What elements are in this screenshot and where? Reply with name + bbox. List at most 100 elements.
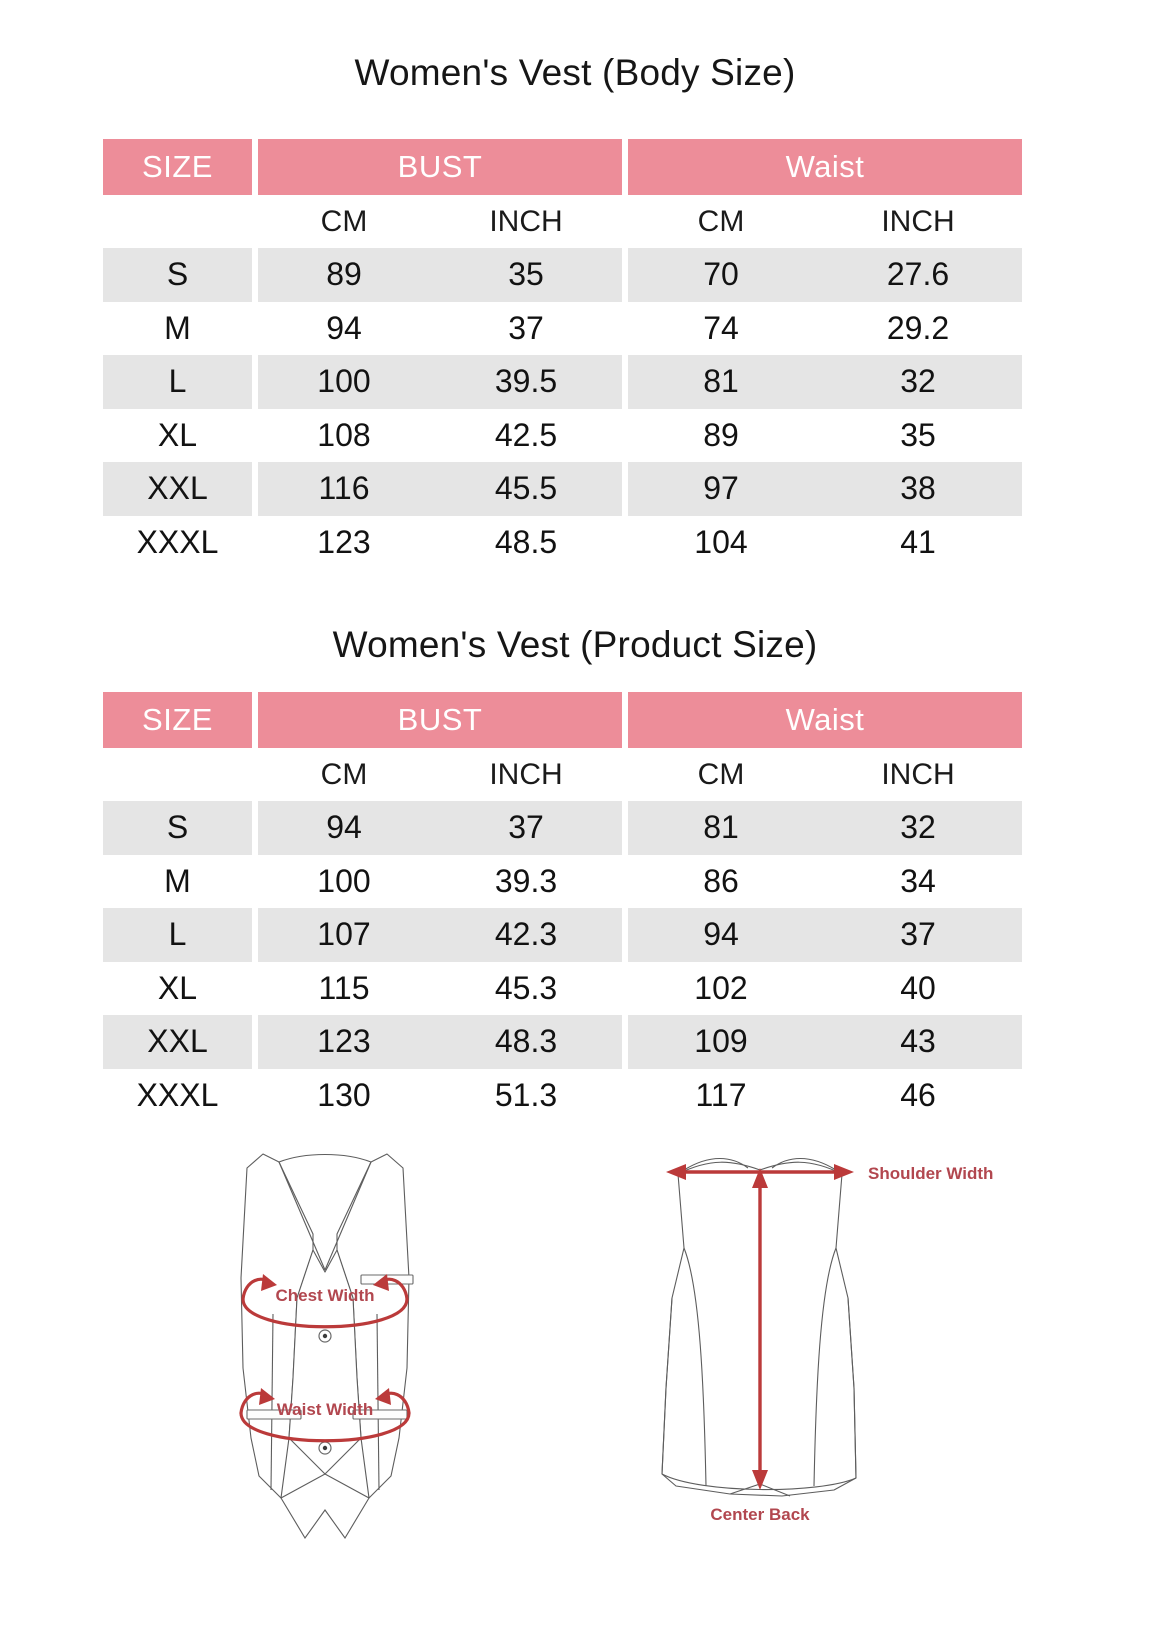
cell-bust-cm: 94: [326, 809, 362, 846]
cell-waist-inch: 35: [900, 416, 936, 453]
cell-size: L: [103, 908, 252, 962]
table-row: XXL 116 45.5 97 38: [103, 462, 1022, 516]
table-unit-row: CM INCH CM INCH: [103, 748, 1022, 801]
cell-waist-inch: 37: [900, 916, 936, 953]
vest-front-waist-pocket-left: [246, 1409, 302, 1420]
cell-waist-cm: 97: [703, 470, 739, 507]
cell-waist: 102 40: [628, 962, 1022, 1016]
vest-back-hem-curve: [661, 1473, 857, 1491]
vest-back-side-left: [661, 1297, 673, 1475]
table-row: M 94 37 74 29.2: [103, 302, 1022, 356]
chest-width-curve-lower: [241, 1297, 409, 1329]
vest-front-waist-pocket-right: [352, 1409, 408, 1420]
cell-waist: 94 37: [628, 908, 1022, 962]
header-bust: BUST: [258, 692, 622, 748]
cell-waist-cm: 117: [695, 1076, 747, 1113]
body-size-table: SIZE BUST Waist CM INCH CM INCH S 89 35 …: [103, 139, 1022, 569]
table-row: L 107 42.3 94 37: [103, 908, 1022, 962]
cell-bust-inch: 35: [508, 256, 544, 293]
cell-bust-cm: 123: [317, 523, 371, 560]
vest-front-hem: [280, 1473, 370, 1540]
cell-waist: 97 38: [628, 462, 1022, 516]
cell-waist-cm: 104: [694, 523, 748, 560]
cell-bust-cm: 123: [317, 1023, 371, 1060]
cell-waist-cm: 109: [694, 1023, 748, 1060]
cell-waist: 70 27.6: [628, 248, 1022, 302]
cell-bust-inch: 42.5: [494, 416, 558, 453]
table-header-row: SIZE BUST Waist: [103, 139, 1022, 195]
header-size: SIZE: [103, 692, 252, 748]
header-bust: BUST: [258, 139, 622, 195]
cell-bust-cm: 100: [317, 363, 371, 400]
unit-waist-cm: CM: [697, 204, 745, 238]
waist-width-curve-lower: [239, 1411, 411, 1443]
cell-size: S: [103, 801, 252, 855]
waist-width-arrowhead-left: [259, 1388, 275, 1405]
cell-bust-cm: 108: [317, 416, 371, 453]
cell-bust-cm: 115: [318, 969, 370, 1006]
cell-waist-cm: 102: [694, 969, 748, 1006]
table-row: XL 115 45.3 102 40: [103, 962, 1022, 1016]
unit-waist-cm: CM: [697, 757, 745, 791]
table-row: S 94 37 81 32: [103, 801, 1022, 855]
cell-waist: 109 43: [628, 1015, 1022, 1069]
cell-bust: 89 35: [258, 248, 622, 302]
cell-waist-inch: 32: [900, 809, 936, 846]
cell-waist-inch: 41: [900, 523, 936, 560]
center-back-arrowhead-top: [752, 1168, 768, 1188]
cell-bust: 94 37: [258, 801, 622, 855]
vest-back-side-right: [847, 1297, 857, 1479]
cell-bust: 116 45.5: [258, 462, 622, 516]
table-unit-row: CM INCH CM INCH: [103, 195, 1022, 248]
table-row: M 100 39.3 86 34: [103, 855, 1022, 909]
table-row: XXXL 123 48.5 104 41: [103, 516, 1022, 570]
cell-size: XXXL: [136, 523, 219, 560]
table-row: S 89 35 70 27.6: [103, 248, 1022, 302]
vest-back-shoulder-left: [683, 1158, 749, 1171]
vest-back-diagram: Shoulder Width Center Back: [661, 1158, 993, 1524]
cell-size: XL: [157, 416, 198, 453]
cell-bust-inch: 51.3: [494, 1076, 558, 1113]
waist-width-label: Waist Width: [277, 1400, 373, 1419]
cell-waist-cm: 86: [703, 862, 739, 899]
cell-bust-inch: 45.3: [494, 969, 558, 1006]
cell-size: XXXL: [136, 1076, 219, 1113]
cell-bust: 123 48.3: [258, 1015, 622, 1069]
cell-bust: 107 42.3: [258, 908, 622, 962]
cell-bust-inch: 39.5: [494, 363, 558, 400]
cell-bust: 94 37: [258, 302, 622, 356]
cell-size: XL: [157, 969, 198, 1006]
unit-bust-cm: CM: [320, 204, 368, 238]
cell-waist-cm: 81: [703, 363, 739, 400]
vest-front-button-top: [318, 1329, 332, 1343]
cell-waist-cm: 74: [703, 309, 739, 346]
cell-waist-cm: 70: [703, 256, 739, 293]
unit-waist: CM INCH: [628, 195, 1022, 248]
cell-bust-inch: 48.5: [494, 523, 558, 560]
unit-bust: CM INCH: [258, 195, 622, 248]
cell-bust: 115 45.3: [258, 962, 622, 1016]
cell-bust-inch: 37: [508, 809, 544, 846]
cell-size: L: [103, 355, 252, 409]
vest-front-seam-left: [270, 1313, 274, 1491]
cell-bust-inch: 39.3: [494, 862, 558, 899]
header-size: SIZE: [103, 139, 252, 195]
cell-size: M: [164, 862, 191, 899]
product-size-table: SIZE BUST Waist CM INCH CM INCH S 94 37 …: [103, 692, 1022, 1122]
shoulder-width-arrowhead-right: [834, 1164, 854, 1180]
shoulder-width-arrowhead-left: [666, 1164, 686, 1180]
cell-size: XXL: [103, 1015, 252, 1069]
cell-waist-inch: 46: [900, 1076, 936, 1113]
cell-bust-cm: 107: [317, 916, 371, 953]
vest-back-seam-right: [813, 1247, 837, 1487]
cell-waist-cm: 81: [703, 809, 739, 846]
vest-front-button-bottom: [318, 1441, 332, 1455]
cell-waist-inch: 29.2: [886, 309, 950, 346]
cell-waist: 117 46: [628, 1069, 1022, 1123]
table-header-row: SIZE BUST Waist: [103, 692, 1022, 748]
cell-waist: 74 29.2: [628, 302, 1022, 356]
vest-front-seam-right: [376, 1313, 380, 1491]
vest-front-neckline: [278, 1153, 372, 1163]
vest-back-seam-left: [683, 1247, 707, 1487]
cell-bust-inch: 45.5: [494, 470, 558, 507]
